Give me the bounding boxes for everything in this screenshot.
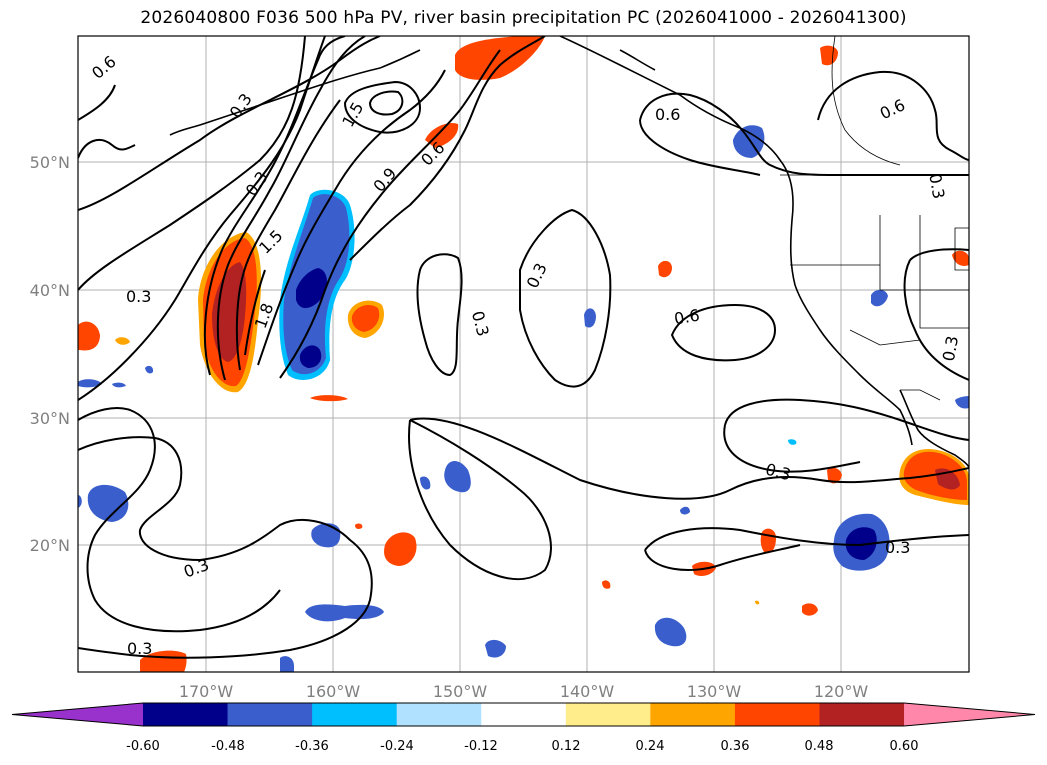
- contour-label: 0.6: [673, 305, 701, 328]
- borders: [780, 36, 969, 401]
- colorbar-segment: [396, 703, 482, 726]
- negative-precip-area: [871, 289, 888, 307]
- positive-precip-area: [355, 523, 363, 529]
- pv-contours: [78, 36, 969, 659]
- negative-precip-area: [78, 495, 82, 508]
- positive-precip-area: [602, 580, 611, 589]
- positive-precip-area: [455, 36, 545, 80]
- lat-label: 50°N: [30, 153, 70, 172]
- positive-precip-area: [755, 600, 760, 605]
- negative-precip-area: [78, 379, 102, 388]
- contour-label: 0.3: [126, 287, 151, 306]
- negative-precip-area: [654, 617, 687, 647]
- positive-precip-area: [658, 260, 672, 278]
- lon-label: 130°W: [687, 682, 742, 701]
- positive-precip-area: [827, 467, 842, 484]
- negative-precip-area: [145, 365, 154, 374]
- colorbar-tick: -0.24: [380, 739, 414, 754]
- positive-precip-area: [425, 122, 459, 148]
- negative-precip-area: [444, 461, 471, 493]
- negative-precip-area: [280, 656, 294, 672]
- contour-label: 0.3: [925, 172, 948, 200]
- negative-precip-area: [112, 382, 126, 388]
- negative-precip-area: [680, 506, 690, 515]
- colorbar-segment: [650, 703, 736, 726]
- positive-precip-area: [384, 532, 417, 566]
- contour-label: 0.3: [939, 334, 962, 362]
- colorbar-segment: [565, 703, 651, 726]
- negative-precip-area: [788, 439, 797, 445]
- map-border: [77, 35, 970, 673]
- positive-precip-area: [802, 603, 818, 616]
- colorbar-tick: 0.24: [636, 739, 665, 754]
- lon-label: 150°W: [433, 682, 488, 701]
- negative-precip-area: [296, 268, 327, 309]
- longitude-labels: 170°W 160°W 150°W 140°W 130°W 120°W: [179, 682, 869, 701]
- colorbar-segment: [312, 703, 398, 726]
- colorbar-tick: 0.48: [805, 739, 834, 754]
- positive-precip-area: [115, 337, 130, 345]
- lon-label: 160°W: [306, 682, 361, 701]
- positive-precip-area: [952, 250, 969, 266]
- negative-precip-area: [485, 639, 506, 658]
- lon-label: 140°W: [560, 682, 615, 701]
- negative-precip-area: [87, 484, 129, 522]
- colorbar-tick: -0.48: [211, 739, 245, 754]
- lat-label: 20°N: [30, 536, 70, 555]
- colorbar-tick: 0.12: [552, 739, 581, 754]
- contour-label: 0.3: [127, 639, 152, 658]
- colorbar-tick: -0.60: [126, 739, 160, 754]
- colorbar: [11, 702, 1036, 727]
- colorbar-extend-max: [904, 703, 1035, 726]
- colorbar-tick: -0.12: [464, 739, 498, 754]
- negative-precip-area: [305, 604, 384, 622]
- lon-label: 170°W: [179, 682, 234, 701]
- negative-precip-area: [420, 476, 431, 490]
- colorbar-tick: 0.36: [721, 739, 750, 754]
- colorbar-tick: -0.36: [295, 739, 329, 754]
- colorbar-segment: [143, 703, 229, 726]
- colorbar-segment: [227, 703, 313, 726]
- colorbar-segment: [481, 703, 567, 726]
- precip-shading: [78, 36, 969, 672]
- positive-precip-area: [351, 304, 380, 332]
- contour-label: 0.6: [655, 105, 680, 124]
- negative-precip-area: [299, 345, 322, 368]
- colorbar-outline: [11, 702, 1036, 727]
- positive-precip-area: [78, 321, 100, 351]
- negative-precip-area: [311, 523, 341, 548]
- colorbar-tick: 0.60: [890, 739, 919, 754]
- colorbar-ticks: -0.60 -0.48 -0.36 -0.24 -0.12 0.12 0.24 …: [126, 739, 918, 754]
- lon-label: 120°W: [814, 682, 869, 701]
- latitude-labels: 50°N 40°N 30°N 20°N: [30, 153, 70, 555]
- negative-precip-area: [955, 396, 969, 409]
- map-title: 2026040800 F036 500 hPa PV, river basin …: [140, 8, 907, 28]
- coastlines: [169, 36, 969, 469]
- colorbar-segment: [734, 703, 820, 726]
- negative-precip-area: [584, 308, 596, 328]
- lat-label: 30°N: [30, 409, 70, 428]
- colorbar-extend-min: [12, 703, 143, 726]
- colorbar-segment: [819, 703, 905, 726]
- contour-label: 0.3: [885, 538, 910, 557]
- lat-label: 40°N: [30, 281, 70, 300]
- negative-precip-area: [845, 527, 877, 560]
- positive-precip-area: [310, 395, 348, 402]
